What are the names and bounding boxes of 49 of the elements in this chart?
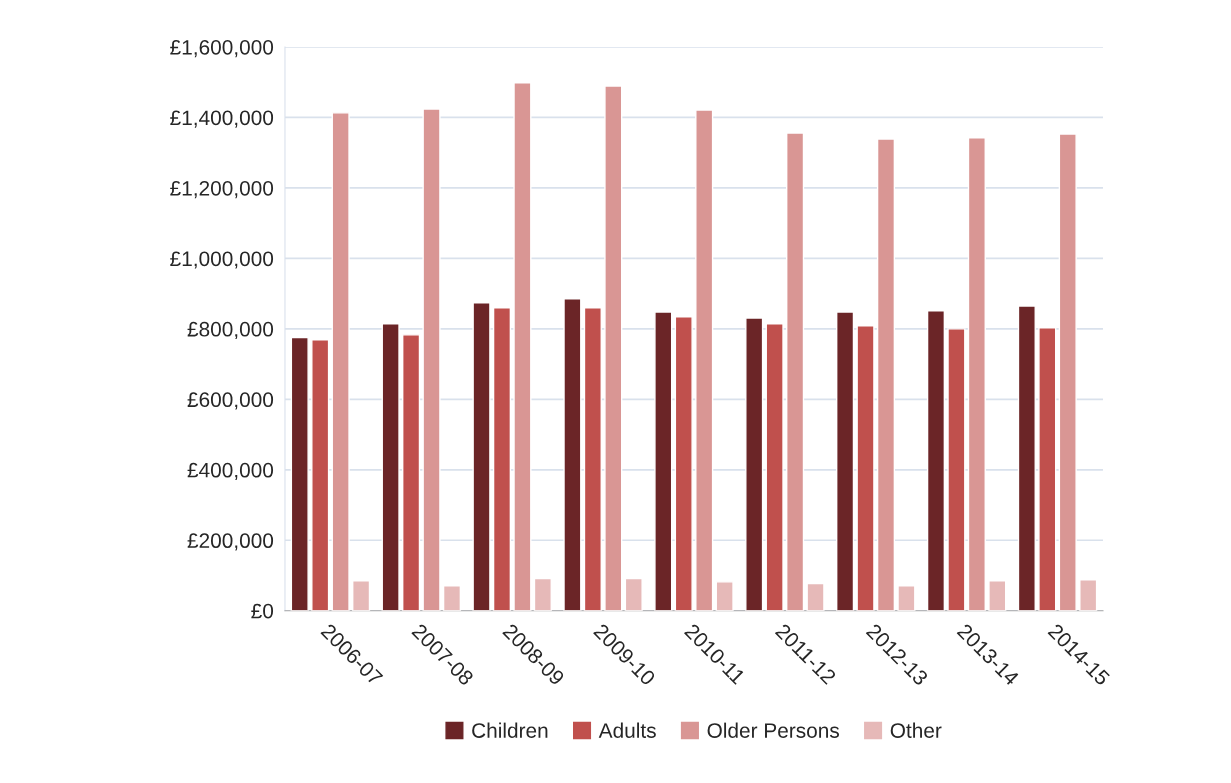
bar (806, 582, 825, 611)
legend-label: Older Persons (707, 722, 839, 738)
y-tick-label: £0 (251, 603, 274, 619)
bar (352, 580, 371, 611)
bar (745, 317, 764, 611)
bar (786, 132, 805, 611)
bar (1017, 305, 1036, 611)
bar (835, 311, 855, 611)
y-tick-label: £200,000 (187, 533, 274, 551)
bar (947, 328, 966, 611)
y-tick-label: £1,400,000 (170, 110, 274, 128)
bar (563, 298, 582, 611)
bar (472, 302, 491, 611)
bar (402, 334, 421, 611)
y-tick-label: £400,000 (187, 462, 274, 481)
bar (856, 324, 875, 611)
bar (513, 82, 532, 611)
legend-label: Children (472, 722, 548, 738)
y-tick-label: £1,600,000 (170, 39, 274, 58)
bar (1079, 579, 1098, 611)
bar (442, 585, 462, 611)
bar (624, 577, 643, 611)
bar (876, 138, 896, 611)
bar (311, 339, 330, 611)
bar (654, 311, 673, 611)
bar (674, 316, 693, 611)
bar (1058, 133, 1077, 611)
y-tick-label: £1,200,000 (170, 180, 274, 199)
bar (331, 112, 350, 611)
bar (695, 109, 714, 611)
bar (381, 323, 400, 611)
legend-label: Adults (598, 722, 656, 738)
bar (926, 310, 946, 611)
bar (583, 307, 602, 611)
bar (422, 108, 441, 611)
bar (492, 307, 512, 611)
bar (897, 585, 916, 611)
bar (604, 85, 623, 611)
y-tick-label: £1,000,000 (170, 251, 274, 269)
y-tick-label: £600,000 (187, 392, 274, 410)
bar (988, 580, 1007, 611)
legend-label: Other (890, 722, 942, 738)
y-tick-label: £800,000 (187, 321, 274, 340)
bar (967, 137, 986, 611)
bar (715, 581, 734, 611)
bar (765, 323, 784, 611)
bar (290, 336, 309, 611)
bar (1038, 327, 1057, 611)
bar (533, 577, 552, 611)
